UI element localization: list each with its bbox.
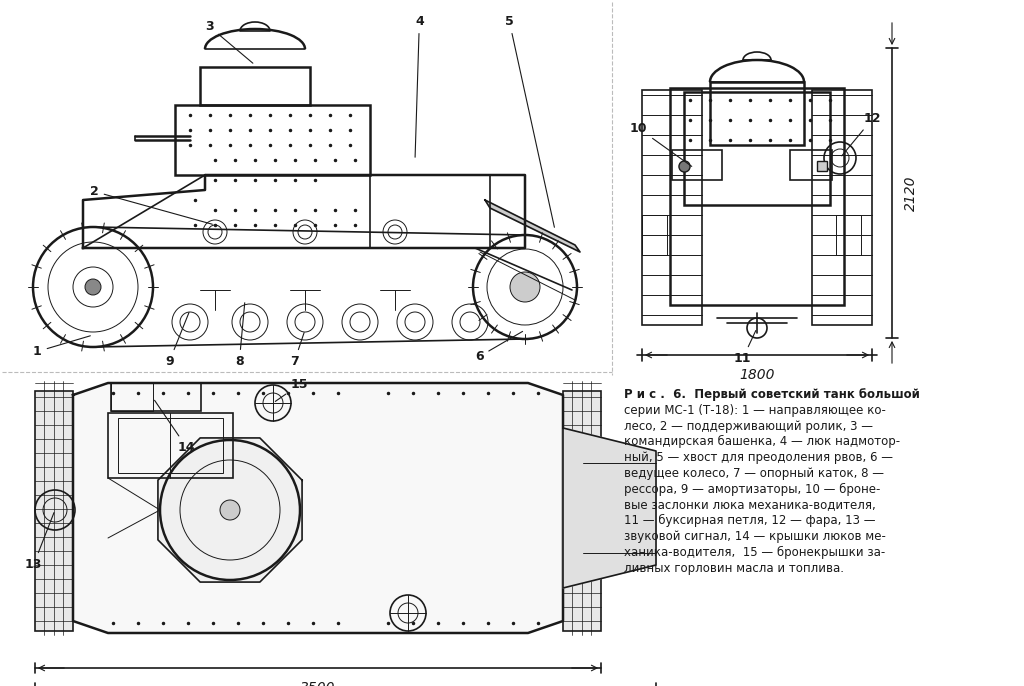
Text: ведущее колесо, 7 — опорный каток, 8 —: ведущее колесо, 7 — опорный каток, 8 — bbox=[624, 467, 884, 480]
Text: серии МС-1 (Т-18): 1 — направляющее ко-: серии МС-1 (Т-18): 1 — направляющее ко- bbox=[624, 404, 886, 417]
Text: ливных горловин масла и топлива.: ливных горловин масла и топлива. bbox=[624, 562, 844, 575]
Text: 9: 9 bbox=[165, 313, 189, 368]
Bar bbox=[710, 82, 804, 145]
Text: 12: 12 bbox=[842, 112, 882, 156]
Text: 11 — буксирная петля, 12 — фара, 13 —: 11 — буксирная петля, 12 — фара, 13 — bbox=[624, 514, 876, 528]
Bar bbox=[111, 383, 201, 411]
Bar bbox=[684, 92, 830, 205]
Text: 13: 13 bbox=[25, 512, 54, 571]
Text: 8: 8 bbox=[234, 303, 245, 368]
Bar bbox=[642, 90, 702, 325]
Text: 4: 4 bbox=[415, 15, 424, 157]
Bar bbox=[563, 391, 601, 631]
Text: 7: 7 bbox=[290, 333, 304, 368]
Bar bbox=[672, 150, 722, 180]
Bar bbox=[642, 215, 667, 255]
Text: 15: 15 bbox=[275, 378, 308, 401]
Text: командирская башенка, 4 — люк надмотор-: командирская башенка, 4 — люк надмотор- bbox=[624, 436, 900, 449]
Bar bbox=[812, 90, 872, 325]
Bar bbox=[790, 150, 831, 180]
Text: Р и с .  6.  Первый советский танк большой: Р и с . 6. Первый советский танк большой bbox=[624, 388, 920, 401]
Text: 3: 3 bbox=[205, 20, 253, 63]
Text: 5: 5 bbox=[505, 15, 554, 227]
Bar bbox=[118, 418, 223, 473]
Text: 10: 10 bbox=[630, 122, 692, 167]
Circle shape bbox=[220, 500, 240, 520]
Text: звуковой сигнал, 14 — крышки люков ме-: звуковой сигнал, 14 — крышки люков ме- bbox=[624, 530, 886, 543]
Polygon shape bbox=[73, 383, 563, 633]
Bar bbox=[108, 413, 233, 478]
Polygon shape bbox=[485, 200, 580, 252]
Text: вые заслонки люка механика-водителя,: вые заслонки люка механика-водителя, bbox=[624, 499, 876, 512]
Bar bbox=[111, 383, 153, 411]
Polygon shape bbox=[158, 438, 302, 582]
Bar bbox=[370, 175, 490, 248]
Circle shape bbox=[510, 272, 540, 302]
Text: ный, 5 — хвост для преодоления рвов, 6 —: ный, 5 — хвост для преодоления рвов, 6 — bbox=[624, 451, 893, 464]
Text: лесо, 2 — поддерживающий ролик, 3 —: лесо, 2 — поддерживающий ролик, 3 — bbox=[624, 420, 873, 433]
Text: ханика-водителя,  15 — бронекрышки за-: ханика-водителя, 15 — бронекрышки за- bbox=[624, 546, 886, 559]
Bar bbox=[35, 391, 73, 631]
Text: 2120: 2120 bbox=[904, 175, 918, 211]
Text: 3500: 3500 bbox=[300, 681, 336, 686]
Text: 6: 6 bbox=[475, 331, 522, 363]
Text: рессора, 9 — амортизаторы, 10 — броне-: рессора, 9 — амортизаторы, 10 — броне- bbox=[624, 483, 881, 496]
Bar bbox=[836, 215, 861, 255]
Text: 11: 11 bbox=[734, 331, 756, 365]
Circle shape bbox=[85, 279, 101, 295]
Text: 1800: 1800 bbox=[739, 368, 775, 382]
Text: 2: 2 bbox=[90, 185, 212, 224]
Polygon shape bbox=[563, 428, 656, 588]
Bar bbox=[670, 88, 844, 305]
Bar bbox=[175, 105, 370, 175]
Bar bbox=[200, 67, 310, 105]
Text: 1: 1 bbox=[33, 335, 90, 358]
Text: 14: 14 bbox=[155, 401, 196, 454]
